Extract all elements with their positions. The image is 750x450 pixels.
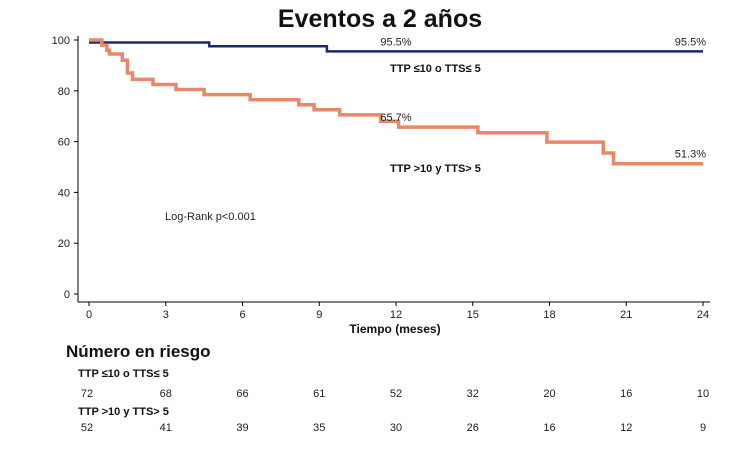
risk-value: 30 <box>390 422 402 434</box>
risk-value: 72 <box>81 388 93 400</box>
series-value-label: 51.3% <box>675 149 706 161</box>
log-rank-annotation: Log-Rank p<0.001 <box>165 211 256 223</box>
y-tick-label: 40 <box>58 187 70 199</box>
risk-value: 52 <box>390 388 402 400</box>
series-line-1 <box>89 38 703 166</box>
risk-value: 35 <box>313 422 325 434</box>
series-value-label: 95.5% <box>380 36 411 48</box>
risk-table-title: Número en riesgo <box>66 342 211 361</box>
risk-values: 72 68 66 61 52 32 20 16 10 52 41 39 35 30 26 16 12 9 <box>81 388 709 434</box>
x-tick-label: 6 <box>239 309 245 321</box>
risk-group-label-low: TTP ≤10 o TTS≤ 5 <box>78 368 169 380</box>
x-tick-label: 0 <box>86 309 92 321</box>
y-tick-label: 0 <box>64 289 70 301</box>
risk-value: 41 <box>160 422 172 434</box>
axes: 0 20 40 60 80 100 0 3 6 9 12 15 18 21 24 <box>52 35 710 321</box>
series-label-low-risk: TTP ≤10 o TTS≤ 5 <box>390 63 481 75</box>
series-label-high-risk: TTP >10 y TTS> 5 <box>390 163 481 175</box>
risk-value: 16 <box>543 422 555 434</box>
risk-value: 10 <box>697 388 709 400</box>
series-value-label: 95.5% <box>675 36 706 48</box>
risk-value: 39 <box>236 422 248 434</box>
x-axis-label: Tiempo (meses) <box>349 322 440 336</box>
x-tick-label: 24 <box>697 309 709 321</box>
risk-value: 68 <box>160 388 172 400</box>
risk-value: 20 <box>543 388 555 400</box>
y-tick-label: 100 <box>52 35 70 47</box>
x-tick-label: 18 <box>543 309 555 321</box>
x-tick-label: 21 <box>620 309 632 321</box>
y-tick-label: 80 <box>58 86 70 98</box>
y-tick-label: 20 <box>58 238 70 250</box>
risk-value: 61 <box>313 388 325 400</box>
risk-value: 9 <box>700 422 706 434</box>
risk-value: 66 <box>236 388 248 400</box>
risk-value: 32 <box>467 388 479 400</box>
risk-value: 52 <box>81 422 93 434</box>
series-line-0 <box>89 41 703 53</box>
x-tick-label: 3 <box>163 309 169 321</box>
series-value-label: 65.7% <box>380 112 411 124</box>
x-tick-label: 15 <box>467 309 479 321</box>
risk-value: 12 <box>620 422 632 434</box>
risk-value: 26 <box>467 422 479 434</box>
x-tick-label: 12 <box>390 309 402 321</box>
risk-group-label-high: TTP >10 y TTS> 5 <box>78 406 169 418</box>
x-tick-label: 9 <box>316 309 322 321</box>
chart-title: Eventos a 2 años <box>278 5 482 33</box>
risk-value: 16 <box>620 388 632 400</box>
series-group: 95.5% 95.5% 65.7% 51.3% <box>89 36 706 166</box>
y-tick-label: 60 <box>58 137 70 149</box>
